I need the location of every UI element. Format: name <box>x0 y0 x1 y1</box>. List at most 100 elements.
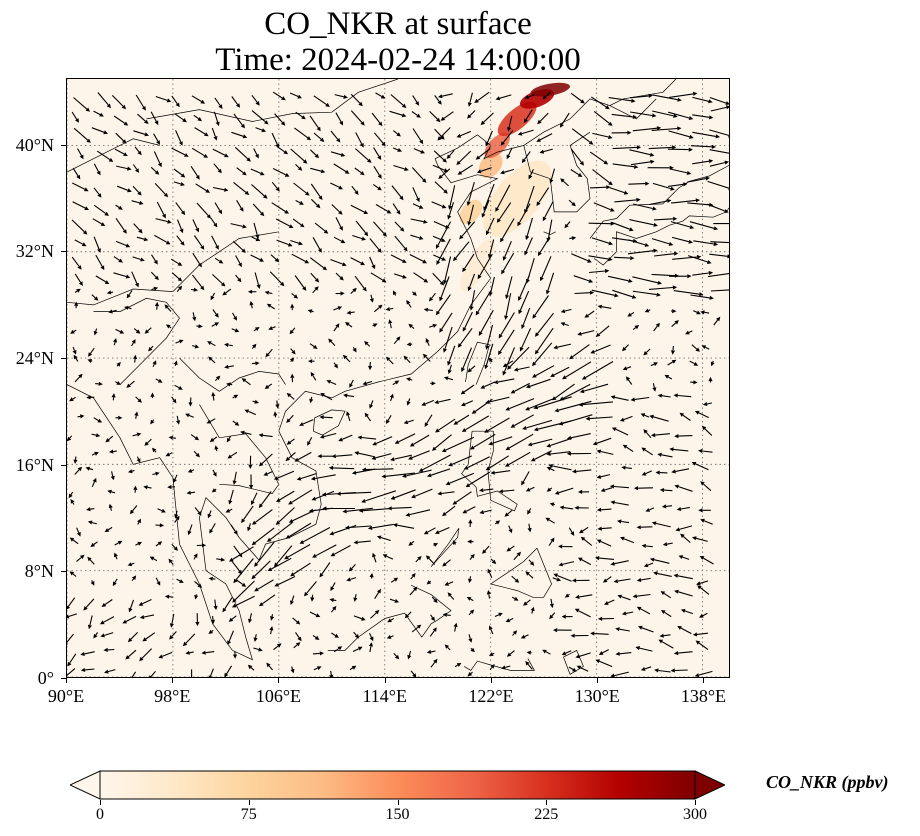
wind-vector <box>83 598 95 611</box>
wind-vector <box>248 455 253 469</box>
wind-vector <box>276 239 293 247</box>
wind-vector <box>285 451 296 462</box>
wind-vector <box>291 253 310 264</box>
wind-vector <box>669 274 692 279</box>
wind-vector <box>74 288 81 293</box>
wind-vector <box>513 551 521 561</box>
wind-vector <box>349 665 357 671</box>
wind-vector <box>336 491 372 496</box>
wind-vector <box>251 236 261 242</box>
wind-vector <box>693 240 719 247</box>
wind-vector <box>573 275 594 283</box>
wind-vector <box>713 316 721 326</box>
lon-tick-label: 138°E <box>680 686 727 706</box>
wind-vector <box>702 401 713 406</box>
wind-vector <box>135 541 142 546</box>
coastline-1 <box>523 131 591 213</box>
wind-vector <box>354 167 365 176</box>
wind-vector <box>80 667 95 672</box>
wind-vector <box>530 450 552 462</box>
wind-vector <box>444 644 451 651</box>
wind-vector <box>632 276 662 285</box>
wind-vector <box>659 633 671 638</box>
wind-vector <box>174 384 183 390</box>
wind-vector <box>258 453 273 467</box>
wind-vector <box>266 522 293 542</box>
wind-vector <box>660 591 672 599</box>
wind-vector <box>423 307 433 312</box>
wind-vector <box>462 506 476 514</box>
wind-vector <box>375 204 392 214</box>
wind-vector <box>132 164 140 173</box>
wind-vector <box>214 97 223 109</box>
wind-vector <box>641 543 653 548</box>
wind-vector <box>409 586 418 596</box>
wind-vector <box>633 486 654 491</box>
wind-vector <box>433 254 447 261</box>
wind-vector <box>370 610 380 619</box>
wind-vector <box>410 234 424 240</box>
wind-vector <box>574 505 589 510</box>
wind-vector <box>335 112 344 126</box>
wind-vector <box>70 329 77 334</box>
wind-vector <box>251 110 269 125</box>
wind-vector <box>313 666 322 671</box>
wind-vector <box>466 181 475 206</box>
lat-tick-label: 40°N <box>15 134 54 155</box>
co-plume-patch-1 <box>460 238 495 292</box>
map-panel[interactable] <box>66 78 730 678</box>
wind-vector <box>95 254 105 271</box>
wind-vector <box>249 300 254 309</box>
wind-vector <box>169 613 175 628</box>
wind-vector <box>333 362 338 369</box>
wind-vector <box>292 218 305 228</box>
co-plume-patch-7 <box>530 82 570 97</box>
wind-vector <box>434 398 451 405</box>
wind-vector <box>613 578 631 584</box>
wind-vector <box>310 167 326 174</box>
wind-vector <box>231 96 241 108</box>
wind-vector <box>461 415 490 432</box>
wind-vector <box>326 380 337 386</box>
wind-vector <box>251 361 260 366</box>
wind-vector <box>91 477 97 488</box>
wind-vector <box>69 396 76 402</box>
wind-vector <box>212 309 219 318</box>
wind-vector <box>611 427 629 436</box>
wind-vector <box>545 517 555 524</box>
wind-vector <box>709 149 729 154</box>
wind-vector <box>632 203 657 211</box>
wind-vector <box>692 270 714 276</box>
wind-vector <box>273 470 295 480</box>
wind-vector <box>564 593 570 598</box>
wind-vector <box>215 375 221 381</box>
wind-vector <box>231 595 255 608</box>
wind-vector <box>194 507 202 516</box>
wind-vector <box>271 132 280 149</box>
coastline-11 <box>464 658 535 671</box>
wind-vector <box>295 632 302 642</box>
wind-vector <box>505 617 514 623</box>
wind-vector <box>467 110 476 119</box>
wind-vector <box>630 111 657 118</box>
wind-vector <box>619 415 633 422</box>
wind-vector <box>290 562 311 577</box>
wind-vector <box>527 438 553 447</box>
wind-vector <box>330 130 341 143</box>
wind-vector <box>96 150 114 162</box>
wind-vector <box>431 434 452 451</box>
wind-vector <box>191 344 200 349</box>
wind-vector <box>126 380 135 388</box>
wind-vector <box>155 95 172 103</box>
wind-vector <box>494 520 501 525</box>
wind-vector <box>442 612 451 617</box>
wind-vector <box>693 310 701 315</box>
wind-vector <box>310 371 317 381</box>
lon-tick-mark <box>278 678 280 683</box>
wind-vector <box>308 359 315 364</box>
wind-vector <box>641 447 654 456</box>
wind-vector <box>542 649 551 655</box>
wind-vector <box>74 273 83 286</box>
wind-vector <box>696 580 709 586</box>
wind-vector <box>346 310 355 315</box>
